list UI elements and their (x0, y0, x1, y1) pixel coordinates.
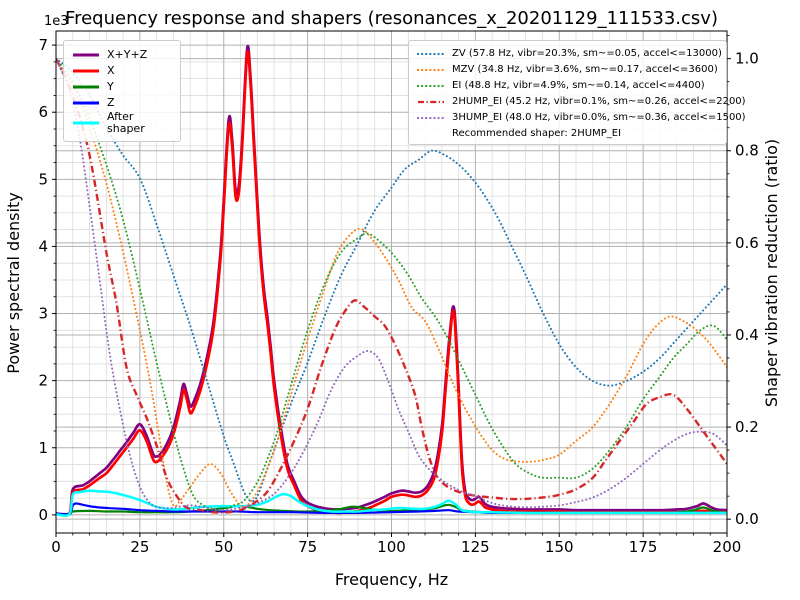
legend-label: Y (107, 79, 114, 93)
legend-item-y: Y (72, 79, 172, 94)
tick-label: 125 (461, 538, 490, 556)
series-mzv (56, 57, 727, 509)
legend-swatch-x-y-z (72, 49, 100, 61)
legend-swatch-y (72, 81, 100, 93)
series-2hump-ei (56, 58, 727, 514)
legend-item-after-shaper: After shaper (72, 111, 172, 135)
series-zv (56, 57, 727, 503)
recommended-shaper-text: Recommended shaper: 2HUMP_EI (452, 128, 622, 139)
y-axis-offset-text: 1e3 (44, 14, 69, 29)
tick-label: 1.0 (735, 50, 759, 68)
tick-label: 0 (38, 506, 48, 524)
tick-label: 0.4 (735, 326, 759, 344)
tick-label: 1 (38, 439, 48, 457)
legend-label: MZV (34.8 Hz, vibr=3.6%, sm~=0.17, accel… (452, 64, 718, 75)
axis-ticks: 0 25 50 75 100 125 150 175 200 0 1 2 3 4 5 6 7 0.0 0.2 0.4 0… (38, 35, 759, 556)
y-axis-label-right: Shaper vibration reduction (ratio) (762, 138, 781, 408)
legend-item-mzv: MZV (34.8 Hz, vibr=3.6%, sm~=0.17, accel… (417, 62, 718, 78)
legend-label: Z (107, 95, 115, 109)
legend-swatch-ei (417, 80, 445, 92)
legend-item-ei: EI (48.8 Hz, vibr=4.9%, sm~=0.14, accel<… (417, 78, 718, 94)
tick-label: 150 (545, 538, 574, 556)
legend-swatch-x (72, 65, 100, 77)
tick-label: 0.2 (735, 418, 759, 436)
tick-label: 4 (38, 237, 48, 255)
series-3hump-ei (56, 57, 727, 512)
legend-label: After shaper (107, 110, 145, 135)
legend-label: 3HUMP_EI (48.0 Hz, vibr=0.0%, sm~=0.36, … (452, 112, 746, 123)
tick-label: 7 (38, 36, 48, 54)
legend-swatch-3hump-ei (417, 112, 445, 124)
legend-item-3hump-ei: 3HUMP_EI (48.0 Hz, vibr=0.0%, sm~=0.36, … (417, 110, 746, 126)
tick-label: 50 (214, 538, 233, 556)
legend-label: X+Y+Z (107, 47, 148, 61)
legend-swatch-after-shaper (72, 117, 100, 129)
tick-label: 3 (38, 305, 48, 323)
series-after-shaper (56, 489, 727, 517)
legend-label: X (107, 63, 115, 77)
legend-label: ZV (57.8 Hz, vibr=20.3%, sm~=0.05, accel… (452, 48, 722, 59)
y-axis-label-left: Power spectral density (4, 192, 23, 374)
x-axis-label: Frequency, Hz (334, 570, 449, 589)
tick-label: 75 (298, 538, 317, 556)
tick-label: 25 (130, 538, 149, 556)
series-ei (56, 57, 727, 512)
psd-legend: X+Y+Z X Y Z After shaper (63, 40, 181, 142)
tick-label: 0.0 (735, 510, 759, 528)
tick-label: 175 (629, 538, 658, 556)
legend-item-z: Z (72, 95, 172, 110)
series-x-y-z (56, 44, 727, 517)
legend-swatch-z (72, 97, 100, 109)
legend-label: 2HUMP_EI (45.2 Hz, vibr=0.1%, sm~=0.26, … (452, 96, 746, 107)
legend-item-zv: ZV (57.8 Hz, vibr=20.3%, sm~=0.05, accel… (417, 46, 722, 62)
tick-label: 6 (38, 103, 48, 121)
legend-swatch-mzv (417, 64, 445, 76)
legend-label: EI (48.8 Hz, vibr=4.9%, sm~=0.14, accel<… (452, 80, 705, 91)
curves (56, 44, 727, 517)
legend-item-x: X (72, 63, 172, 78)
tick-label: 0.6 (735, 234, 759, 252)
legend-swatch-2hump-ei (417, 96, 445, 108)
legend-swatch-zv (417, 48, 445, 60)
tick-label: 100 (377, 538, 406, 556)
tick-label: 200 (713, 538, 742, 556)
chart-title: Frequency response and shapers (resonanc… (65, 8, 718, 29)
tick-label: 0 (51, 538, 61, 556)
tick-label: 5 (38, 170, 48, 188)
shaper-legend: ZV (57.8 Hz, vibr=20.3%, sm~=0.05, accel… (408, 40, 746, 145)
legend-item-x-y-z: X+Y+Z (72, 47, 172, 62)
tick-label: 0.8 (735, 142, 759, 160)
tick-label: 2 (38, 372, 48, 390)
legend-item-2hump-ei: 2HUMP_EI (45.2 Hz, vibr=0.1%, sm~=0.26, … (417, 94, 746, 110)
